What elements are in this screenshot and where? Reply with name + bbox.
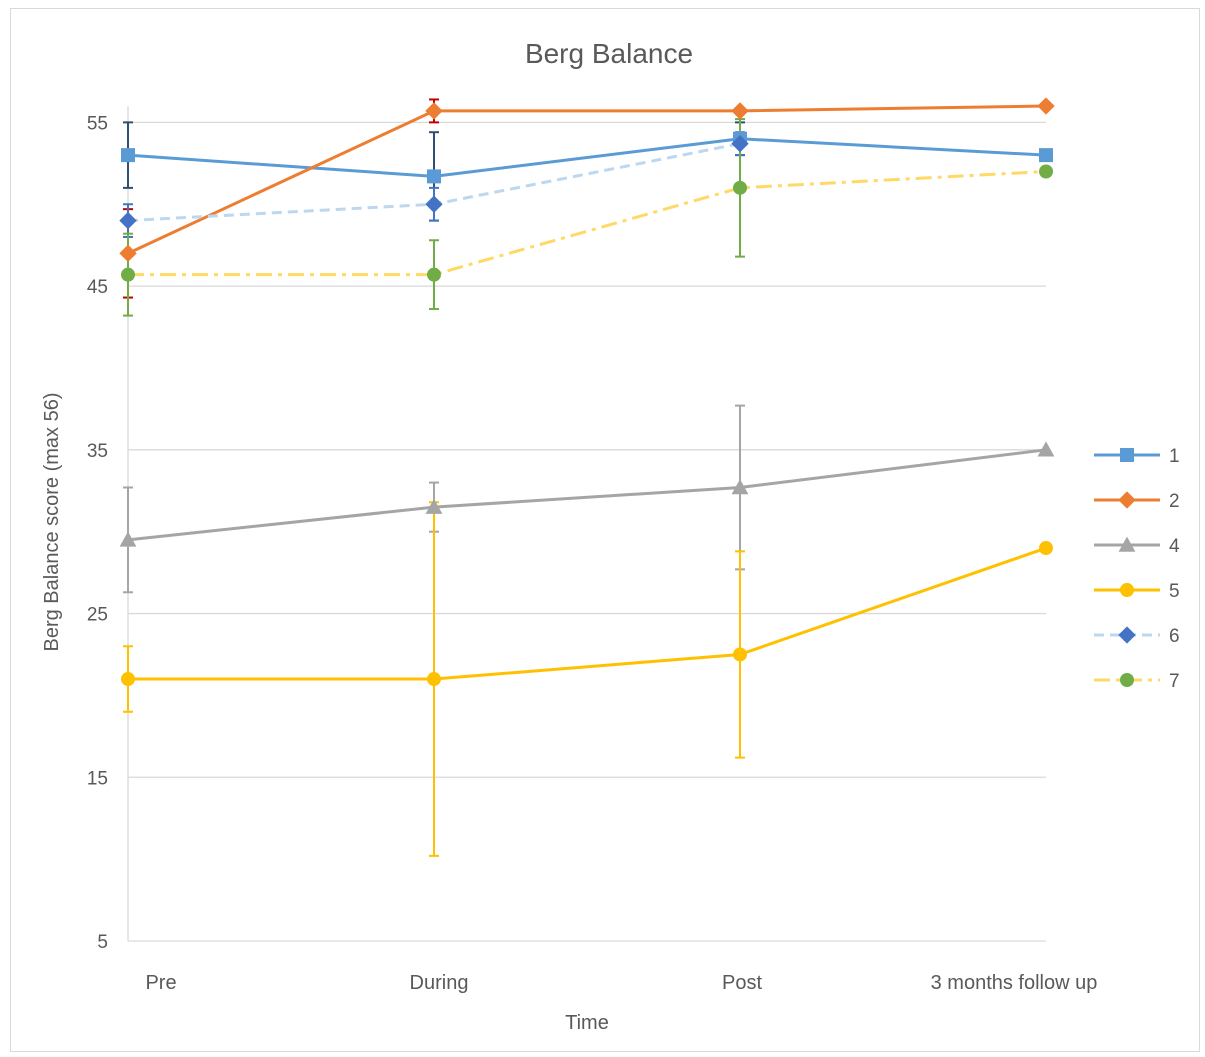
data-point-series-5	[1039, 541, 1053, 556]
legend-label-7: 7	[1169, 671, 1180, 692]
data-point-series-7	[1039, 164, 1053, 179]
legend-label-1: 1	[1169, 446, 1180, 467]
legend-label-6: 6	[1169, 626, 1180, 647]
data-point-series-2	[731, 102, 749, 120]
data-point-series-6	[119, 211, 137, 230]
grid-layer	[128, 121, 1046, 778]
legend-marker-7	[1120, 673, 1134, 687]
series-line-1	[127, 137, 1047, 178]
legend-marker-5	[1120, 583, 1134, 597]
data-point-series-5	[733, 647, 747, 662]
y-axis-label: Berg Balance score (max 56)	[41, 392, 63, 651]
y-tick-label: 15	[87, 768, 108, 789]
y-tick-label: 5	[97, 932, 108, 953]
y-tick-label: 45	[87, 277, 108, 298]
legend-marker-2	[1118, 491, 1136, 509]
series-layer	[119, 97, 1055, 857]
data-point-series-4	[119, 531, 137, 547]
legend-layer: 1 2 4 5 6 7	[1094, 446, 1180, 692]
legend-label-4: 4	[1169, 536, 1180, 557]
data-point-series-4	[1037, 441, 1055, 457]
series-line-5	[128, 546, 1047, 681]
legend-label-5: 5	[1169, 581, 1180, 602]
x-tick-label: Post	[722, 972, 762, 994]
data-point-series-6	[425, 195, 443, 213]
axis-layer: 5 15 25 35 45 55 Pre During Post 3 months follow …	[87, 106, 1098, 994]
data-point-series-1	[1039, 148, 1053, 163]
data-point-series-2	[119, 244, 137, 263]
legend-marker-4	[1118, 536, 1136, 552]
y-tick-label: 25	[87, 605, 108, 626]
data-point-series-1	[121, 148, 135, 163]
data-point-series-2	[425, 102, 443, 120]
chart-frame: Berg Balance 5 15 25 35 45 55 Pre During Post 3 m…	[10, 8, 1200, 1052]
data-point-series-7	[733, 180, 747, 195]
x-tick-label: During	[410, 972, 469, 994]
series-line-2	[127, 104, 1047, 255]
x-axis-label: Time	[565, 1012, 609, 1034]
data-point-series-7	[121, 267, 135, 282]
series-line-4	[127, 448, 1047, 542]
data-point-series-5	[427, 672, 441, 687]
data-point-series-4	[731, 479, 749, 495]
legend-marker-1	[1120, 448, 1134, 462]
y-tick-label: 55	[87, 113, 108, 134]
data-point-series-2	[1037, 97, 1055, 115]
y-tick-label: 35	[87, 441, 108, 462]
data-point-series-6	[731, 134, 749, 153]
x-tick-label: Pre	[145, 972, 176, 994]
legend-label-2: 2	[1169, 491, 1180, 512]
data-point-series-7	[427, 267, 441, 282]
legend-marker-6	[1118, 626, 1136, 644]
x-tick-label: 3 months follow up	[931, 972, 1098, 994]
series-line-7	[128, 169, 1047, 277]
chart-title: Berg Balance	[525, 38, 693, 69]
data-point-series-1	[427, 169, 441, 184]
data-point-series-4	[425, 498, 443, 514]
data-point-series-5	[121, 672, 135, 687]
